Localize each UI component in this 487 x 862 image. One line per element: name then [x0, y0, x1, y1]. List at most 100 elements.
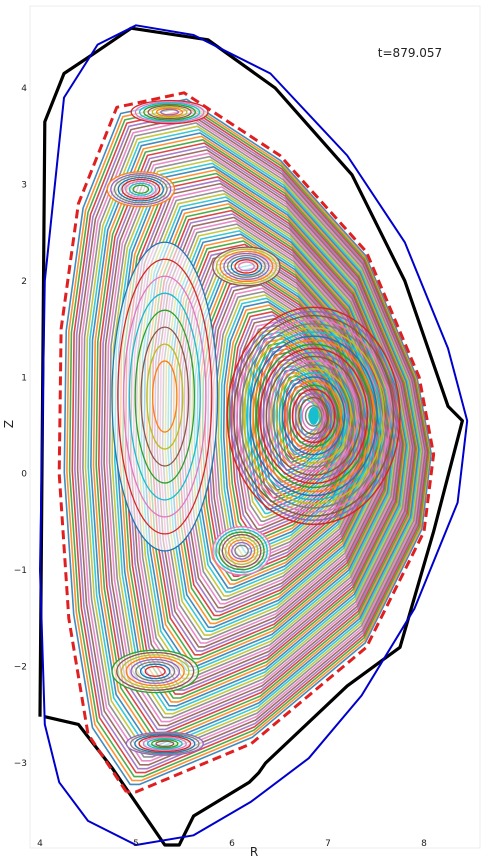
flux-surface [68, 105, 430, 778]
island-surface [122, 275, 207, 518]
island-surface [226, 254, 266, 278]
island-surface [116, 651, 195, 691]
island-surface [212, 246, 281, 287]
flux-surface [265, 354, 337, 487]
flux-surface [66, 101, 431, 782]
y-tick-label: 1 [21, 373, 27, 383]
flux-surface [116, 166, 407, 707]
flux-surface [63, 98, 432, 786]
core-surface [262, 351, 365, 481]
island-surface [120, 654, 190, 689]
island-surface [138, 102, 201, 122]
x-tick-label: 5 [133, 839, 139, 849]
island-surface [139, 663, 171, 680]
x-tick-label: 8 [421, 839, 427, 849]
island-surface [234, 259, 259, 274]
y-tick-label: −3 [14, 759, 27, 769]
island-surface [117, 258, 213, 535]
flux-surface [111, 159, 410, 715]
island-surface [234, 544, 249, 558]
field-lines [63, 98, 432, 786]
island-surface [135, 661, 176, 682]
core-surface [304, 404, 323, 427]
island-surface [128, 182, 153, 196]
core-surface [229, 310, 398, 521]
island-surface [134, 309, 196, 484]
boundary-curves [38, 24, 469, 847]
island-surface [142, 736, 187, 751]
core-surface [278, 372, 349, 460]
core-surface [275, 368, 352, 464]
core-surface [259, 347, 369, 485]
island-surface [151, 739, 179, 749]
flux-surface [106, 152, 412, 723]
island-surface [151, 106, 188, 118]
x-tick-labels: 4 5 6 7 8 [37, 839, 427, 849]
island-surface [138, 735, 192, 753]
flux-surface [119, 169, 406, 703]
flux-surface [230, 311, 353, 538]
island-surface [111, 241, 219, 552]
island-surface [125, 656, 185, 687]
core-surface [232, 314, 395, 517]
y-axis-label: Z [2, 420, 16, 428]
core-surface [281, 376, 346, 456]
flux-surface [92, 135, 419, 742]
y-tick-labels: −3 −2 −1 0 1 2 3 4 [14, 84, 28, 769]
y-tick-label: 3 [21, 180, 27, 190]
island-surface [219, 250, 274, 283]
core-surface [249, 335, 378, 497]
flux-surface [225, 304, 356, 546]
flux-surface [98, 142, 416, 735]
island-surface [215, 248, 277, 285]
wall-curve [38, 26, 464, 847]
lcfs-curve [57, 91, 436, 794]
island-surface [110, 173, 172, 206]
y-tick-label: 0 [21, 470, 27, 480]
core-surface [239, 323, 388, 509]
island-surface [130, 658, 181, 684]
core-surface [291, 388, 336, 444]
flux-surface [74, 112, 427, 770]
core-surface [236, 318, 391, 513]
flux-surface [300, 398, 321, 436]
island-surface [134, 734, 196, 754]
core-surface [294, 392, 333, 440]
y-tick-label: 4 [21, 84, 27, 94]
flux-surface [100, 145, 415, 731]
core-surface [268, 359, 359, 472]
island-surface [227, 539, 256, 563]
flux-surface [114, 162, 409, 711]
island-surface [144, 665, 166, 677]
y-tick-label: 2 [21, 277, 27, 287]
island-surface [147, 104, 192, 120]
island-surface [215, 528, 268, 573]
island-surface [140, 326, 190, 467]
island-surface [231, 542, 253, 560]
x-tick-label: 7 [325, 839, 331, 849]
island-surface [132, 184, 150, 194]
core-surface [242, 327, 385, 505]
core-surface [252, 339, 375, 493]
x-tick-label: 4 [37, 839, 43, 849]
island-surface [155, 740, 175, 748]
island-surface [111, 649, 200, 694]
flux-surface [84, 125, 422, 754]
island-surface [212, 526, 272, 576]
core-surface [255, 343, 372, 489]
y-tick-label: −1 [14, 566, 27, 576]
core-surface [301, 400, 326, 431]
island-surface [146, 343, 184, 450]
flux-surface [95, 139, 417, 739]
core-surface [265, 355, 362, 476]
magnetic-axis [308, 406, 319, 425]
time-annotation: t=879.057 [378, 46, 442, 60]
core-surface [298, 396, 329, 435]
flux-surface [281, 375, 330, 464]
island-surface [121, 178, 161, 200]
island-surface [134, 101, 205, 124]
flux-surface [90, 132, 420, 746]
flux-surface [79, 118, 425, 762]
flux-surface [246, 331, 346, 515]
flux-surface [297, 395, 322, 440]
